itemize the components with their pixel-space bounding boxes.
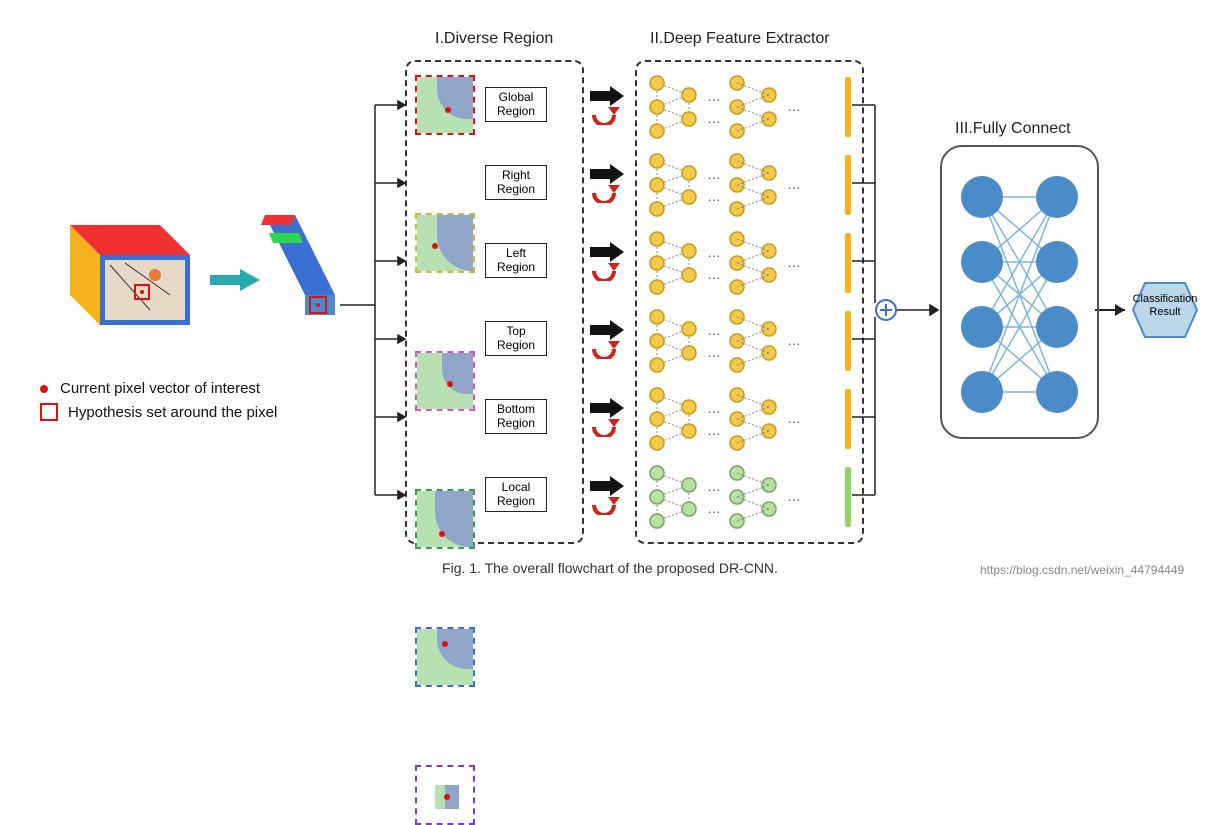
patch-bottom (415, 627, 475, 687)
feature-bar-0 (845, 77, 851, 137)
region-label-top: Top Region (485, 321, 547, 356)
svg-text:…: … (707, 244, 721, 260)
fc-box (940, 145, 1099, 439)
svg-text:…: … (787, 254, 801, 270)
svg-text:…: … (707, 188, 721, 204)
region-label-local: Local Region (485, 477, 547, 512)
svg-text:…: … (707, 478, 721, 494)
diagram-canvas: Current pixel vector of interest Hypothe… (20, 20, 1212, 581)
result-line2: Result (1149, 306, 1180, 318)
fc-network (942, 147, 1097, 437)
nn-row-1: … … … (645, 151, 835, 219)
patch-left (415, 351, 475, 411)
feature-bar-5 (845, 467, 851, 527)
forward-arrow-icon (590, 397, 626, 437)
feature-bar-3 (845, 311, 851, 371)
svg-text:…: … (707, 500, 721, 516)
result-label: Classification Result (1115, 293, 1215, 319)
region-label-global: Global Region (485, 87, 547, 122)
region-label-bottom: Bottom Region (485, 399, 547, 434)
forward-arrow-icon (590, 241, 626, 281)
svg-text:…: … (707, 322, 721, 338)
forward-arrow-icon (590, 163, 626, 203)
patch-local (415, 765, 475, 825)
feature-bar-4 (845, 389, 851, 449)
figure-caption: Fig. 1. The overall flowchart of the pro… (360, 560, 860, 576)
svg-text:…: … (787, 332, 801, 348)
svg-text:…: … (787, 488, 801, 504)
forward-arrow-icon (590, 319, 626, 359)
patch-global (415, 75, 475, 135)
region-label-right: Right Region (485, 165, 547, 200)
svg-text:…: … (787, 176, 801, 192)
svg-text:…: … (787, 410, 801, 426)
nn-row-3: … … … (645, 307, 835, 375)
feature-bar-2 (845, 233, 851, 293)
svg-text:…: … (707, 422, 721, 438)
svg-text:…: … (707, 110, 721, 126)
source-url: https://blog.csdn.net/weixin_44794449 (980, 563, 1184, 577)
svg-text:…: … (707, 266, 721, 282)
nn-row-0: … … … (645, 73, 835, 141)
svg-text:…: … (707, 344, 721, 360)
result-line1: Classification (1133, 293, 1198, 305)
forward-arrow-icon (590, 85, 626, 125)
nn-row-2: … … … (645, 229, 835, 297)
svg-text:…: … (787, 98, 801, 114)
feature-bar-1 (845, 155, 851, 215)
nn-row-5: … … … (645, 463, 835, 531)
patch-right (415, 213, 475, 273)
region-label-left: Left Region (485, 243, 547, 278)
svg-text:…: … (707, 400, 721, 416)
forward-arrow-icon (590, 475, 626, 515)
plus-icon (875, 299, 897, 321)
patch-top (415, 489, 475, 549)
svg-text:…: … (707, 166, 721, 182)
nn-row-4: … … … (645, 385, 835, 453)
svg-text:…: … (707, 88, 721, 104)
